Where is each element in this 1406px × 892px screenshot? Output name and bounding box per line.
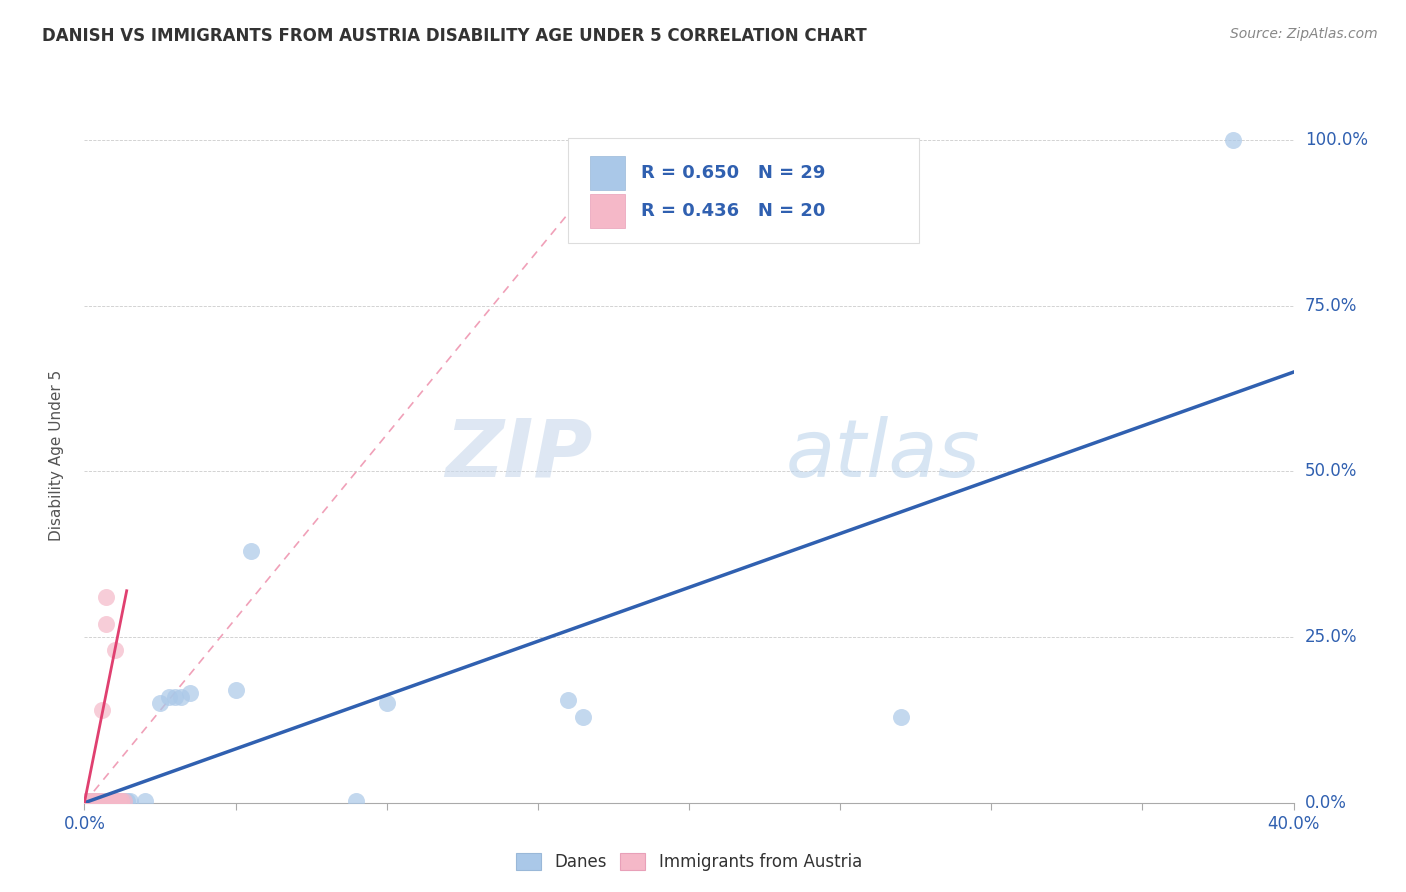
Text: DANISH VS IMMIGRANTS FROM AUSTRIA DISABILITY AGE UNDER 5 CORRELATION CHART: DANISH VS IMMIGRANTS FROM AUSTRIA DISABI…: [42, 27, 868, 45]
Point: [179, 686, 201, 700]
Point: [163, 690, 186, 704]
Point: [1222, 133, 1244, 147]
Text: 50.0%: 50.0%: [1305, 462, 1357, 481]
Point: [557, 693, 579, 707]
Text: 100.0%: 100.0%: [1305, 131, 1368, 149]
Point: [97, 794, 120, 808]
Point: [86, 794, 108, 808]
Point: [157, 690, 180, 704]
Point: [91, 703, 114, 717]
Point: [112, 794, 135, 808]
Point: [110, 794, 132, 808]
Text: R = 0.650   N = 29: R = 0.650 N = 29: [641, 164, 825, 182]
Point: [82, 794, 104, 808]
Point: [104, 794, 127, 808]
Text: ZIP: ZIP: [444, 416, 592, 494]
Point: [107, 794, 129, 808]
Point: [170, 690, 193, 704]
Point: [76, 794, 98, 808]
Text: R = 0.436   N = 20: R = 0.436 N = 20: [641, 202, 825, 220]
Point: [100, 794, 122, 808]
Point: [76, 794, 98, 808]
Point: [107, 794, 129, 808]
Point: [346, 794, 368, 808]
FancyBboxPatch shape: [589, 156, 624, 190]
Text: 25.0%: 25.0%: [1305, 628, 1357, 646]
Point: [104, 643, 127, 657]
Text: 75.0%: 75.0%: [1305, 297, 1357, 315]
Point: [79, 794, 101, 808]
Point: [110, 794, 132, 808]
Point: [104, 794, 127, 808]
FancyBboxPatch shape: [568, 138, 918, 243]
Point: [572, 709, 595, 723]
Point: [100, 794, 122, 808]
Point: [94, 616, 117, 631]
Point: [134, 794, 156, 808]
FancyBboxPatch shape: [589, 194, 624, 228]
Text: atlas: atlas: [786, 416, 980, 494]
Point: [94, 591, 117, 605]
Point: [94, 794, 117, 808]
Point: [97, 794, 120, 808]
Y-axis label: Disability Age Under 5: Disability Age Under 5: [49, 369, 63, 541]
Text: 0.0%: 0.0%: [1305, 794, 1347, 812]
Point: [118, 794, 141, 808]
Point: [91, 794, 114, 808]
Point: [225, 683, 247, 698]
Point: [149, 697, 172, 711]
Point: [79, 794, 101, 808]
Point: [115, 794, 138, 808]
Point: [375, 697, 398, 711]
Point: [91, 794, 114, 808]
Point: [110, 794, 132, 808]
Point: [112, 794, 135, 808]
Legend: Danes, Immigrants from Austria: Danes, Immigrants from Austria: [509, 847, 869, 878]
Point: [890, 709, 912, 723]
Point: [86, 794, 108, 808]
Point: [89, 794, 111, 808]
Point: [239, 544, 262, 558]
Point: [76, 794, 98, 808]
Text: Source: ZipAtlas.com: Source: ZipAtlas.com: [1230, 27, 1378, 41]
Point: [89, 794, 111, 808]
Point: [86, 794, 108, 808]
Point: [82, 794, 104, 808]
Point: [100, 794, 122, 808]
